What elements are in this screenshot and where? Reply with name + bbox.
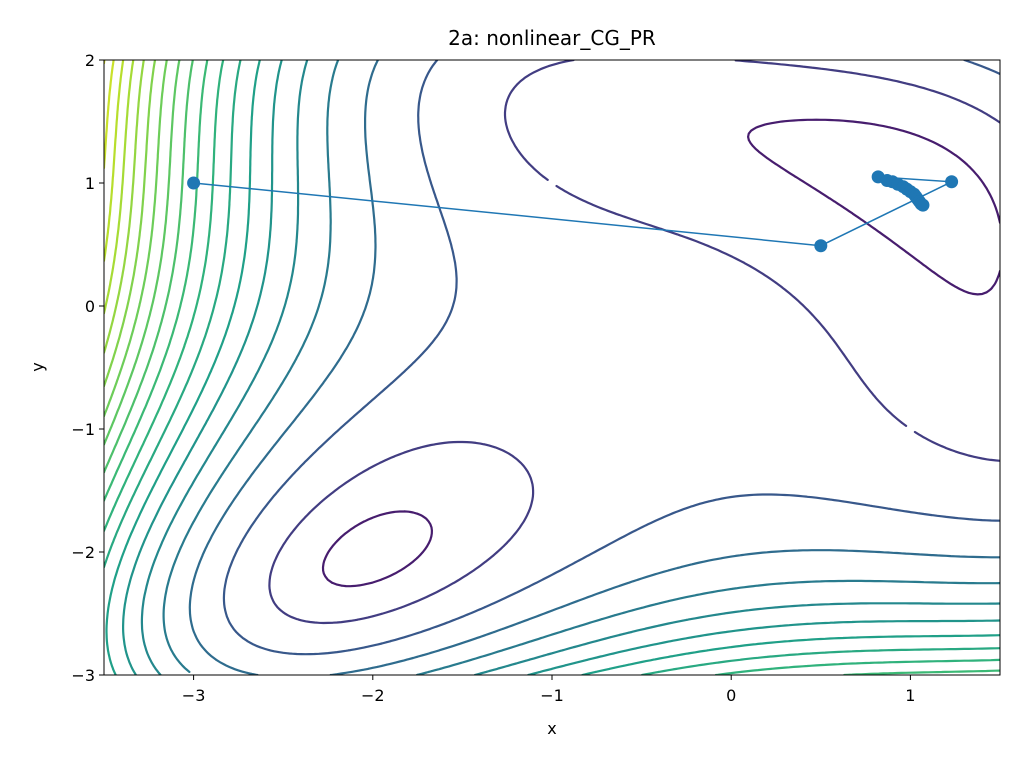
contour-level	[104, 60, 1000, 675]
path-point	[187, 176, 201, 190]
y-tick-label: −3	[71, 666, 95, 685]
contour-level	[104, 60, 157, 388]
plot-frame	[103, 59, 1001, 676]
y-axis-ticks: −3 −2 −1 0 1 2	[71, 51, 104, 685]
y-axis-label: y	[28, 362, 47, 371]
x-tick-label: −3	[182, 686, 206, 705]
chart-title: 2a: nonlinear_CG_PR	[448, 26, 656, 50]
path-point	[945, 175, 959, 189]
y-tick-label: 1	[85, 174, 95, 193]
path-line	[193, 176, 955, 247]
x-axis-label: x	[547, 719, 556, 738]
y-tick-label: −2	[71, 543, 95, 562]
contour-level	[140, 60, 1000, 675]
contour-level	[104, 60, 181, 446]
contour-level	[162, 60, 1000, 675]
contour-level	[104, 60, 1000, 675]
x-tick-label: −1	[540, 686, 564, 705]
contour-level	[222, 60, 1000, 656]
x-tick-label: −2	[361, 686, 385, 705]
contour-level	[104, 60, 1000, 675]
contour-level	[321, 118, 1000, 588]
contour-level	[122, 60, 1000, 675]
x-tick-label: 0	[726, 686, 736, 705]
y-tick-label: −1	[71, 420, 95, 439]
optimization-path	[187, 170, 959, 253]
contour-level	[104, 60, 125, 262]
path-point	[814, 239, 828, 253]
contour-level	[268, 60, 1000, 625]
y-tick-label: 2	[85, 51, 95, 70]
x-axis-ticks: −3 −2 −1 0 1	[182, 675, 915, 705]
contour-level	[104, 60, 115, 169]
path-point	[916, 198, 930, 212]
contour-lines	[104, 60, 1000, 675]
x-tick-label: 1	[905, 686, 915, 705]
contour-level	[105, 60, 1000, 675]
contour-level	[188, 60, 1000, 675]
y-tick-label: 0	[85, 297, 95, 316]
